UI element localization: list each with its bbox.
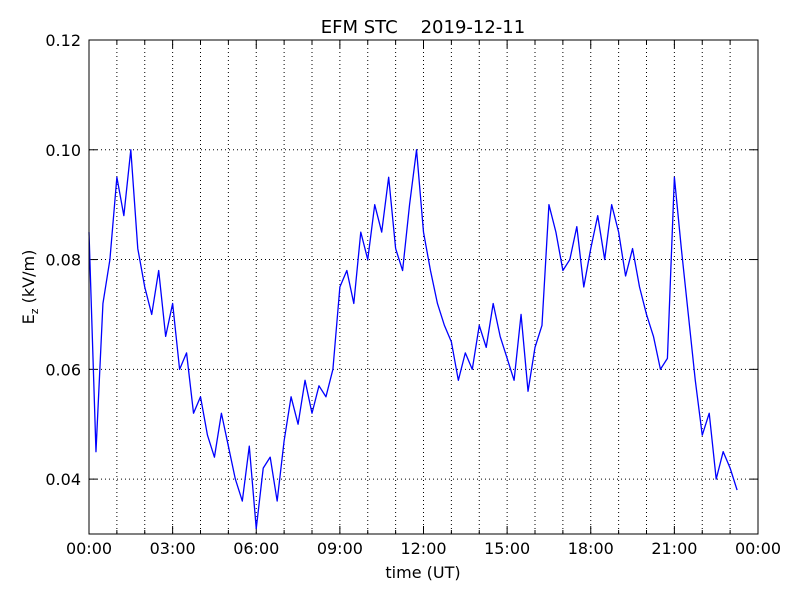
- y-label-sub: z: [28, 308, 41, 314]
- x-tick-label: 21:00: [651, 539, 697, 558]
- x-axis-label: time (UT): [385, 563, 460, 582]
- x-tick-label: 03:00: [150, 539, 196, 558]
- x-tick-label: 18:00: [568, 539, 614, 558]
- x-tick-label: 00:00: [735, 539, 781, 558]
- y-tick-label: 0.06: [45, 360, 81, 379]
- y-tick-label: 0.08: [45, 251, 81, 270]
- x-tick-label: 12:00: [400, 539, 446, 558]
- x-tick-label: 06:00: [233, 539, 279, 558]
- y-label-rest: (kV/m): [19, 250, 38, 309]
- y-tick-label: 0.04: [45, 470, 81, 489]
- data-line: [88, 149, 738, 530]
- x-tick-label: 09:00: [317, 539, 363, 558]
- y-axis-label: Ez (kV/m): [19, 250, 41, 325]
- plot-frame: [88, 39, 759, 535]
- y-tick-label: 0.12: [45, 31, 81, 50]
- x-tick-label: 00:00: [66, 539, 112, 558]
- chart-title: EFM STC 2019-12-11: [321, 17, 525, 38]
- x-tick-label: 15:00: [484, 539, 530, 558]
- y-label-main: E: [19, 314, 38, 324]
- y-tick-label: 0.10: [45, 141, 81, 160]
